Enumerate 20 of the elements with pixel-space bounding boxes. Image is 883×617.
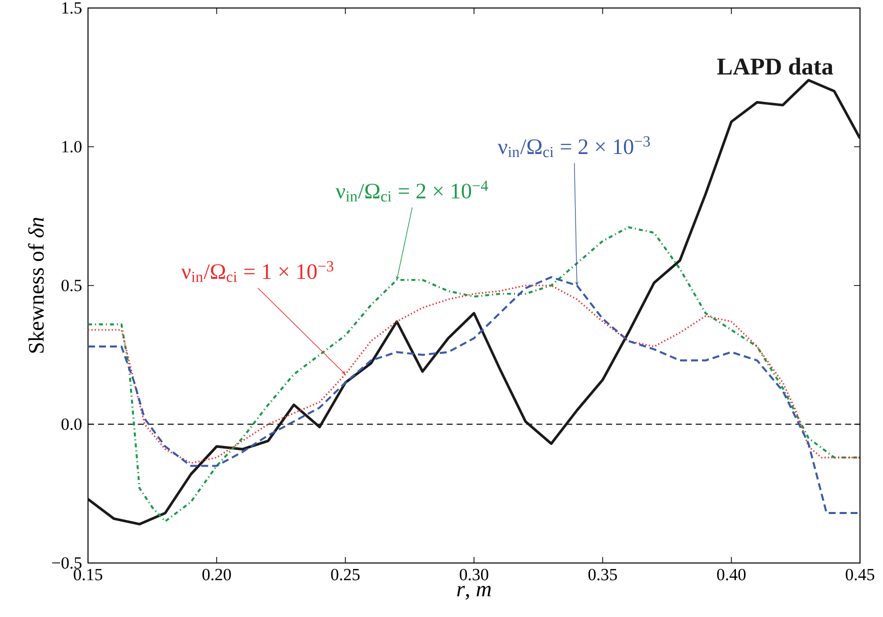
y-axis-title: Skewness of δn: [28, 218, 44, 353]
x-tick-label: 0.40: [717, 568, 746, 580]
x-axis-title: r, m: [457, 586, 491, 600]
y-tick-label: 1.0: [62, 140, 82, 152]
x-tick-label: 0.15: [74, 568, 102, 580]
y-tick-label: 0.0: [62, 418, 82, 430]
x-tick-label: 0.30: [460, 568, 488, 580]
text: ν$_{in}$/Ω$_{ci}$ = 2 × 10$^{−3}$: [498, 136, 650, 158]
y-tick-label: 0.5: [62, 280, 82, 292]
x-tick-label: 0.25: [331, 568, 360, 580]
x-tick-label: 0.20: [202, 568, 231, 580]
line-series: [88, 78, 860, 526]
series-label: LAPD data: [717, 58, 834, 75]
text: ν$_{in}$/Ω$_{ci}$ = 1 × 10$^{−3}$: [181, 261, 334, 282]
x-tick-label: 0.45: [846, 568, 874, 580]
y-tick-label: 1.5: [62, 2, 82, 14]
x-tick-label: 0.35: [588, 568, 617, 580]
y-tick-label: −0.5: [52, 557, 82, 569]
text: ν$_{in}$/Ω$_{ci}$ = 2 × 10$^{−4}$: [336, 180, 488, 202]
line-series: [88, 284, 860, 464]
